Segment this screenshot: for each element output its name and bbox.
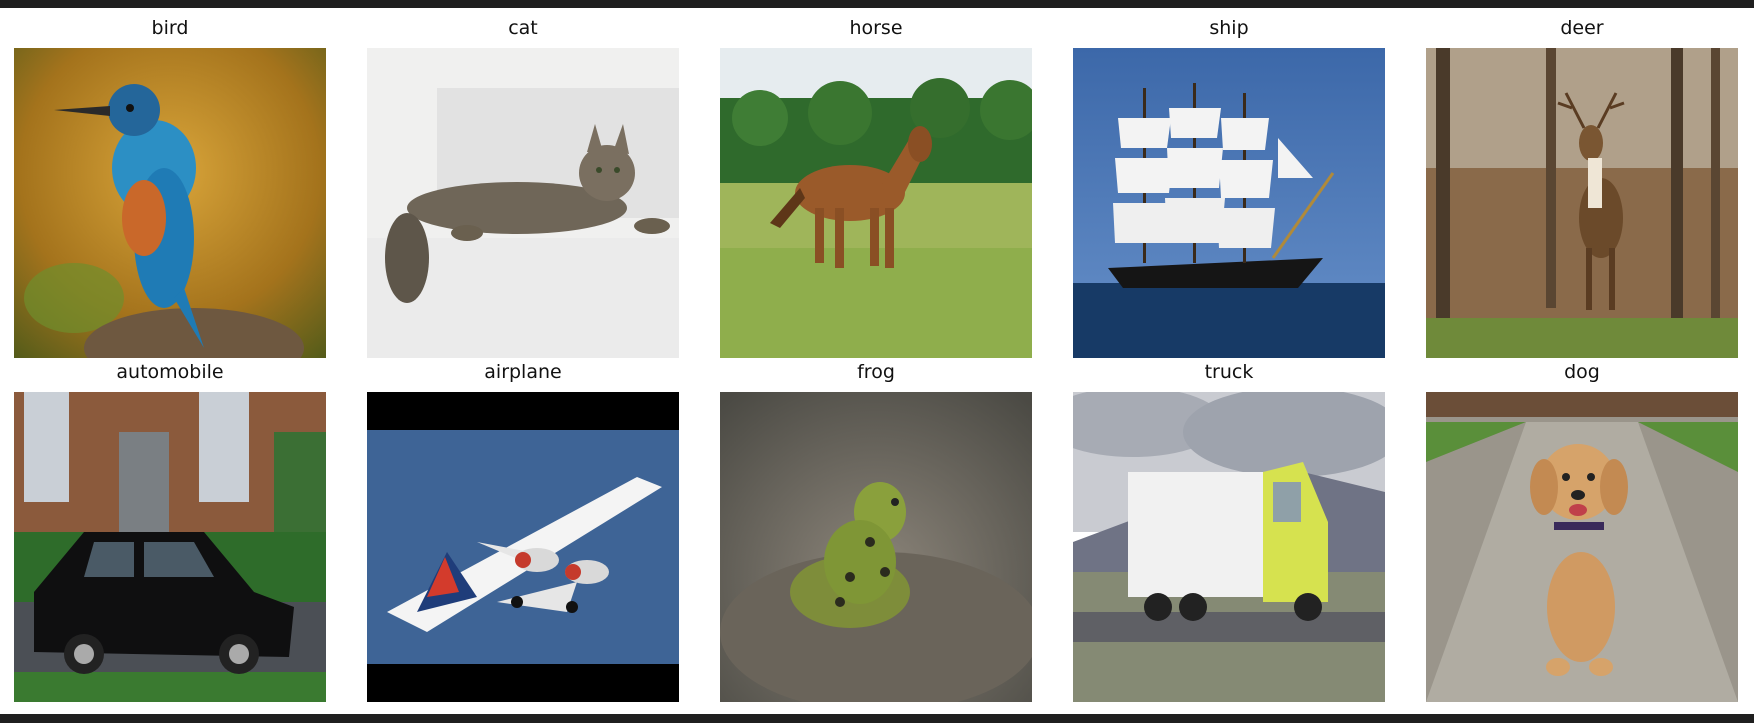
image-label: truck: [1204, 361, 1254, 383]
airplane-image: [367, 392, 679, 702]
deer-image: [1426, 48, 1738, 358]
image-grid-panel: bird: [0, 8, 1754, 714]
image-label: bird: [151, 17, 189, 39]
ship-image: [1073, 48, 1385, 358]
image-label: automobile: [116, 361, 224, 383]
image-label: dog: [1564, 361, 1600, 383]
image-label: deer: [1560, 17, 1604, 39]
dog-image: [1426, 392, 1738, 702]
truck-image: [1073, 392, 1385, 702]
cat-image: [367, 48, 679, 358]
image-label: cat: [508, 17, 538, 39]
image-label: frog: [857, 361, 895, 383]
bird-image: [14, 48, 326, 358]
frog-image: [720, 392, 1032, 702]
horse-image: [720, 48, 1032, 358]
image-label: horse: [849, 17, 903, 39]
automobile-image: [14, 392, 326, 702]
image-label: airplane: [484, 361, 562, 383]
image-label: ship: [1209, 17, 1249, 39]
